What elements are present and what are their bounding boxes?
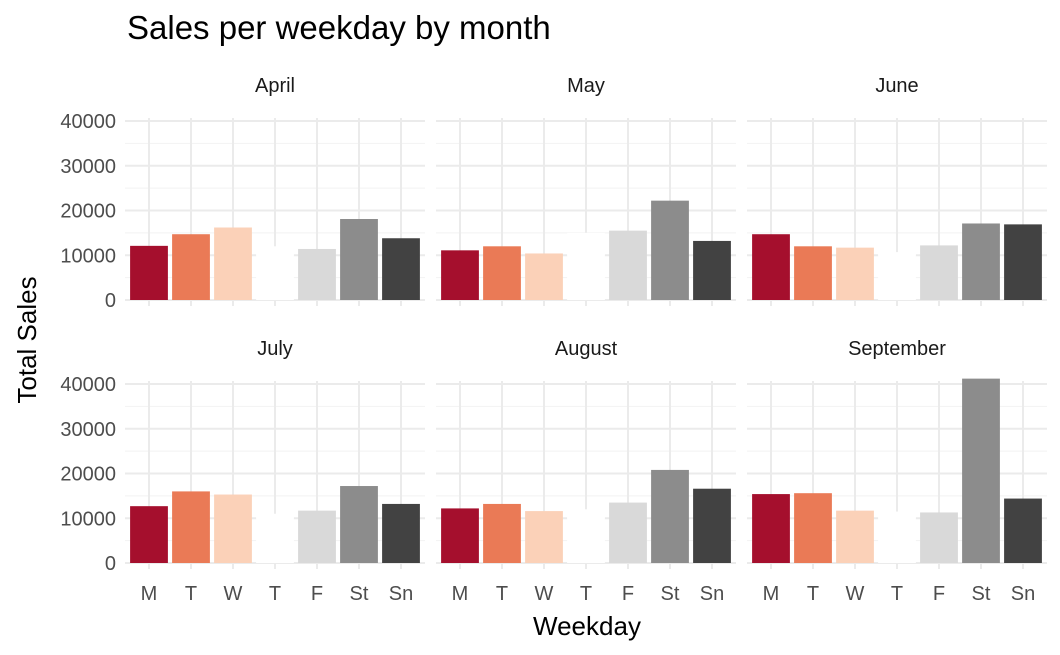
bar-july-0 (130, 506, 168, 563)
bar-september-2 (836, 510, 874, 563)
bar-august-0 (441, 508, 479, 563)
bar-august-1 (483, 503, 521, 563)
bar-may-2 (525, 253, 563, 300)
bar-april-1 (172, 234, 210, 300)
bar-july-4 (298, 510, 336, 563)
bar-april-4 (298, 248, 336, 300)
y-axis-title: Total Sales (12, 276, 42, 403)
y-tick-label: 10000 (60, 508, 116, 530)
y-tick-label: 40000 (60, 374, 116, 396)
x-tick-label: T (891, 583, 903, 605)
panel-april: April 0 10000 20000 30000 40000 (60, 75, 425, 312)
x-tick-label: W (846, 583, 865, 605)
x-tick-label: T (185, 583, 197, 605)
panel-august: August M T W T F St Sn (436, 338, 736, 605)
bar-april-0 (130, 245, 168, 300)
x-tick-label: St (350, 583, 369, 605)
x-tick-label: F (622, 583, 634, 605)
bar-june-3 (878, 252, 916, 300)
chart-title: Sales per weekday by month (127, 9, 551, 46)
bar-july-3 (256, 513, 294, 563)
y-tick-label: 30000 (60, 156, 116, 178)
bar-september-5 (962, 378, 1000, 563)
bar-september-3 (878, 511, 916, 563)
bar-august-4 (609, 502, 647, 563)
x-tick-label: Sn (700, 583, 724, 605)
bar-july-6 (382, 503, 420, 563)
bar-june-6 (1004, 224, 1042, 300)
bar-april-5 (340, 219, 378, 300)
bar-may-5 (651, 200, 689, 300)
panel-september: September M T W T F St Sn (747, 338, 1047, 605)
bar-may-1 (483, 246, 521, 300)
y-tick-label: 0 (105, 290, 116, 312)
bar-may-4 (609, 230, 647, 300)
bar-july-1 (172, 491, 210, 563)
bar-june-0 (752, 234, 790, 300)
bar-june-2 (836, 247, 874, 300)
x-tick-label: W (224, 583, 243, 605)
bar-july-5 (340, 486, 378, 563)
bar-july-2 (214, 494, 252, 563)
y-tick-label: 0 (105, 553, 116, 575)
panel-june: June (747, 75, 1047, 306)
bar-june-4 (920, 245, 958, 300)
panel-title: June (875, 75, 918, 97)
x-tick-label: F (933, 583, 945, 605)
bar-may-6 (693, 240, 731, 300)
panel-july: July 0 10000 20000 30000 40000 M T W T F St Sn (60, 338, 425, 605)
x-tick-label: T (496, 583, 508, 605)
x-tick-label: F (311, 583, 323, 605)
bar-august-3 (567, 509, 605, 563)
bar-august-5 (651, 469, 689, 563)
panel-title: July (257, 338, 293, 360)
panel-title: May (567, 75, 605, 97)
x-tick-label: Sn (389, 583, 413, 605)
panels: April 0 10000 20000 30000 40000 May June July 0 10… (60, 75, 1047, 605)
bar-may-3 (567, 232, 605, 300)
bar-september-1 (794, 493, 832, 563)
panel-may: May (436, 75, 736, 306)
x-tick-label: W (535, 583, 554, 605)
y-tick-label: 20000 (60, 464, 116, 486)
x-tick-label: T (269, 583, 281, 605)
x-tick-label: Sn (1011, 583, 1035, 605)
bar-september-6 (1004, 498, 1042, 563)
y-tick-label: 20000 (60, 201, 116, 223)
bar-august-2 (525, 511, 563, 563)
bar-june-5 (962, 223, 1000, 300)
bar-june-1 (794, 246, 832, 300)
y-tick-label: 30000 (60, 419, 116, 441)
y-tick-label: 40000 (60, 111, 116, 133)
x-tick-label: M (452, 583, 469, 605)
y-tick-label: 10000 (60, 245, 116, 267)
panel-title: August (555, 338, 618, 360)
x-tick-label: St (972, 583, 991, 605)
bar-september-0 (752, 494, 790, 563)
bar-april-6 (382, 238, 420, 300)
panel-title: September (848, 338, 946, 360)
x-axis-title: Weekday (533, 611, 641, 641)
x-tick-label: St (661, 583, 680, 605)
bar-may-0 (441, 250, 479, 300)
bar-september-4 (920, 512, 958, 563)
x-tick-label: T (807, 583, 819, 605)
panel-title: April (255, 75, 295, 97)
bar-august-6 (693, 488, 731, 563)
x-tick-label: T (580, 583, 592, 605)
x-tick-label: M (763, 583, 780, 605)
bar-april-3 (256, 246, 294, 300)
x-tick-label: M (141, 583, 158, 605)
bar-april-2 (214, 227, 252, 300)
